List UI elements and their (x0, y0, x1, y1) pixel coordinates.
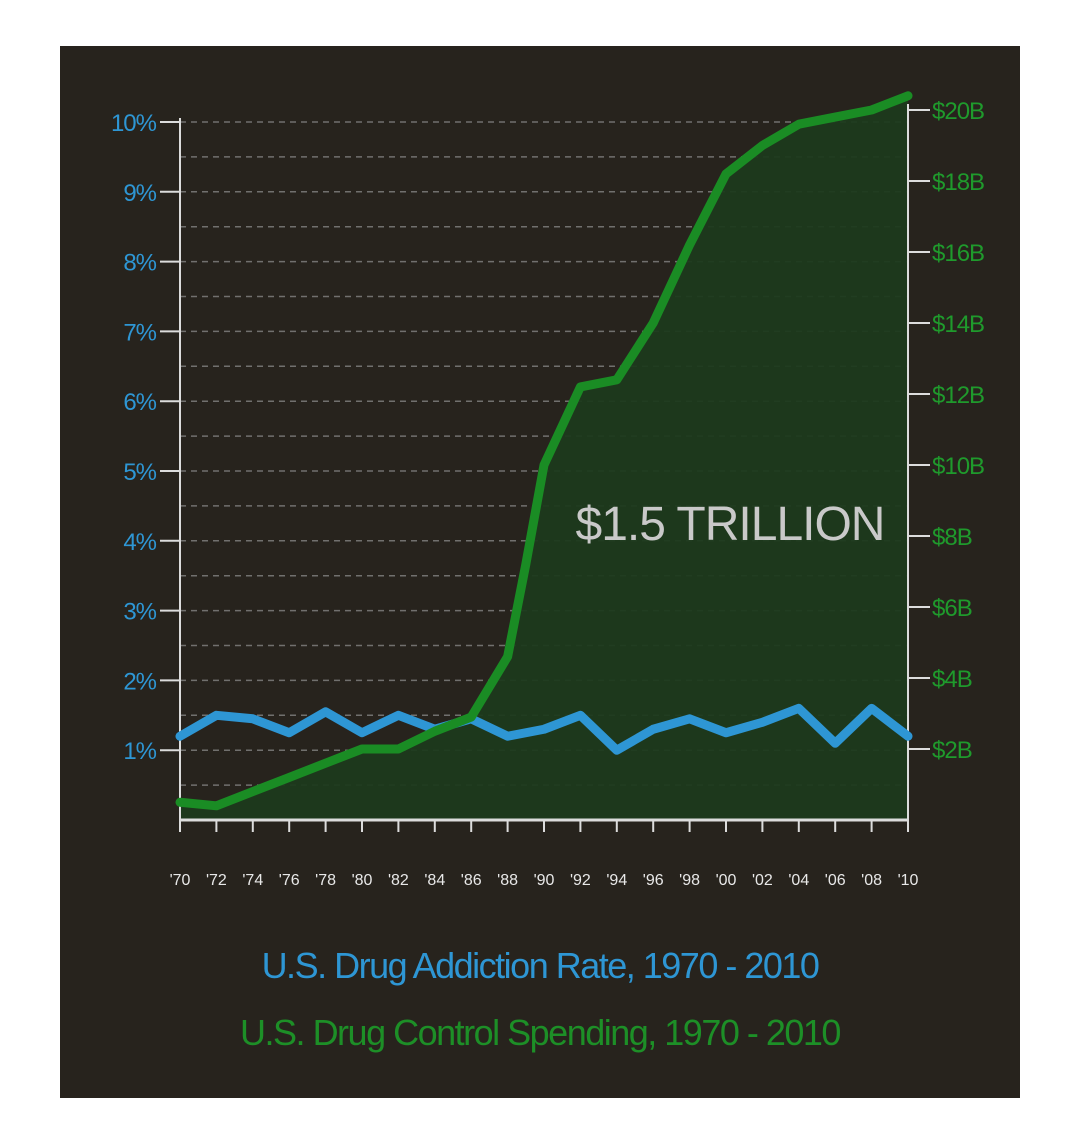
right-tick-label: $4B (932, 666, 972, 693)
x-tick-label: '76 (279, 872, 300, 889)
left-tick-label: 8% (123, 250, 156, 277)
x-tick-label: '02 (752, 872, 773, 889)
x-tick-label: '96 (643, 872, 664, 889)
left-tick-label: 2% (123, 668, 156, 695)
x-tick-label: '06 (825, 872, 846, 889)
axes (160, 104, 930, 832)
chart-title-addiction: U.S. Drug Addiction Rate, 1970 - 2010 (262, 945, 819, 986)
right-tick-label: $12B (932, 382, 984, 409)
x-tick-label: '90 (534, 872, 555, 889)
x-tick-label: '78 (315, 872, 336, 889)
chart-title-spending: U.S. Drug Control Spending, 1970 - 2010 (240, 1012, 840, 1053)
right-tick-label: $6B (932, 595, 972, 622)
x-tick-label: '88 (497, 872, 518, 889)
x-tick-label: '74 (242, 872, 263, 889)
right-tick-label: $20B (932, 98, 984, 125)
right-tick-label: $16B (932, 240, 984, 267)
left-tick-label: 1% (123, 738, 156, 765)
right-tick-label: $14B (932, 311, 984, 338)
x-tick-label: '84 (424, 872, 445, 889)
x-tick-label: '10 (898, 872, 919, 889)
right-tick-label: $2B (932, 737, 972, 764)
left-tick-label: 9% (123, 180, 156, 207)
x-tick-label: '80 (352, 872, 373, 889)
right-tick-label: $8B (932, 524, 972, 551)
left-tick-label: 7% (123, 319, 156, 346)
left-tick-label: 4% (123, 529, 156, 556)
x-tick-label: '94 (606, 872, 627, 889)
left-tick-label: 3% (123, 599, 156, 626)
series-lines (175, 91, 913, 811)
left-tick-label: 6% (123, 389, 156, 416)
right-tick-label: $18B (932, 169, 984, 196)
spending-line (175, 91, 913, 811)
x-tick-label: '04 (788, 872, 809, 889)
spending-area (180, 95, 908, 821)
x-tick-label: '86 (461, 872, 482, 889)
x-tick-label: '00 (716, 872, 737, 889)
right-tick-label: $10B (932, 453, 984, 480)
total-spending-annotation: $1.5 TRILLION (576, 498, 885, 551)
tick-labels: 1% 2% 3% 4% 5% 6% 7% 8% 9% 10% $2B $4B $6B $8B $10B $12… (111, 98, 985, 889)
x-tick-label: '08 (861, 872, 882, 889)
addiction-rate-line (175, 703, 913, 755)
left-tick-label: 10% (111, 110, 157, 137)
x-tick-label: '70 (170, 872, 191, 889)
spending-area-fill (180, 95, 908, 821)
x-tick-label: '92 (570, 872, 591, 889)
x-tick-label: '72 (206, 872, 227, 889)
left-tick-label: 5% (123, 459, 156, 486)
x-tick-label: '98 (679, 872, 700, 889)
x-tick-label: '82 (388, 872, 409, 889)
